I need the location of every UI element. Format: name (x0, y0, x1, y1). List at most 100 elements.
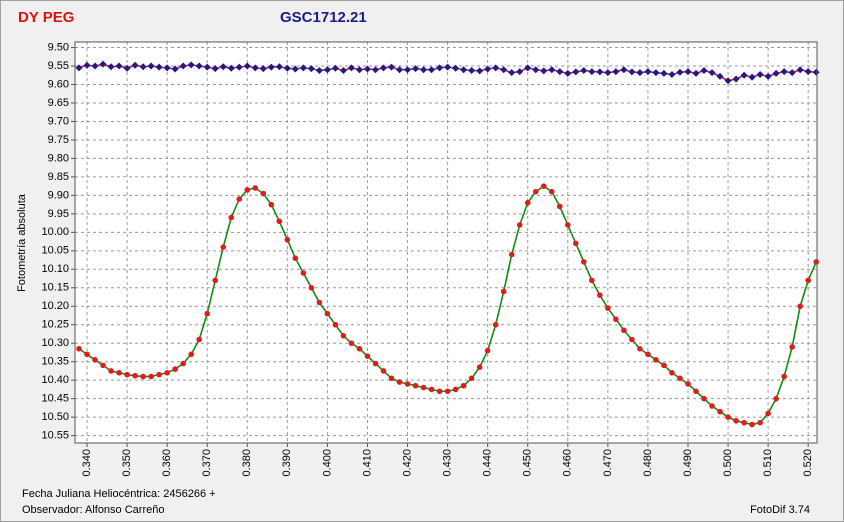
data-point (171, 65, 179, 73)
data-point (227, 64, 235, 72)
data-point (283, 64, 291, 72)
data-point (693, 388, 699, 395)
data-point (132, 372, 138, 379)
y-tick-label: 9.70 (48, 115, 69, 127)
data-point (228, 214, 235, 221)
x-tick-label: 0.500 (722, 449, 734, 477)
data-point (701, 395, 707, 402)
x-tick-label: 0.360 (161, 449, 173, 477)
data-point (148, 373, 154, 380)
data-point (572, 68, 580, 76)
data-point (76, 345, 82, 352)
data-point (291, 65, 299, 73)
data-point (163, 64, 171, 72)
data-point (516, 68, 524, 76)
data-point (780, 68, 788, 76)
y-tick-label: 10.30 (41, 337, 69, 349)
data-point (773, 395, 779, 402)
data-point (805, 277, 811, 284)
data-point (275, 63, 283, 71)
data-point (740, 71, 748, 79)
data-point (108, 368, 114, 374)
x-tick-label: 0.510 (762, 449, 774, 477)
y-tick-label: 9.90 (48, 189, 69, 201)
data-point (412, 65, 420, 73)
data-point (107, 63, 115, 71)
data-point (355, 66, 363, 74)
data-point (243, 62, 251, 70)
data-point (436, 64, 444, 72)
data-point (708, 69, 716, 77)
data-point (75, 64, 83, 72)
y-tick-label: 9.65 (48, 97, 69, 109)
data-point (508, 251, 515, 258)
data-point (476, 364, 483, 371)
data-point (788, 69, 796, 77)
data-point (668, 71, 676, 79)
data-point (709, 403, 715, 409)
comparison-name: GSC1712.21 (280, 9, 367, 26)
data-point (676, 68, 684, 76)
x-tick-label: 0.380 (241, 449, 253, 477)
data-point (732, 75, 740, 83)
y-tick-label: 10.50 (41, 411, 69, 423)
data-point (692, 69, 700, 77)
y-tick-label: 10.20 (41, 300, 69, 312)
data-point (500, 288, 507, 295)
data-point (172, 366, 178, 372)
data-point (813, 259, 819, 265)
plot-border (74, 41, 818, 444)
data-point (749, 421, 755, 428)
data-point (716, 72, 724, 80)
data-point (605, 305, 611, 311)
data-point (700, 66, 708, 74)
data-point (115, 62, 123, 70)
y-tick-label: 9.55 (48, 60, 69, 72)
data-point (212, 277, 219, 284)
y-tick-label: 9.50 (48, 41, 69, 53)
data-point (644, 68, 652, 76)
data-point (300, 270, 307, 276)
data-point (596, 68, 604, 76)
data-point (492, 321, 499, 328)
data-point (580, 66, 588, 74)
y-tick-label: 10.15 (41, 282, 69, 294)
data-point (195, 62, 203, 70)
x-tick-label: 0.390 (281, 449, 293, 477)
data-point (756, 71, 764, 79)
data-point (155, 63, 163, 71)
data-point (116, 369, 122, 376)
data-point (388, 375, 395, 382)
data-point (140, 373, 146, 380)
data-point (388, 63, 396, 71)
y-tick-label: 10.35 (41, 356, 69, 368)
data-point (573, 240, 579, 247)
data-point (797, 303, 803, 310)
data-point (604, 69, 612, 77)
data-point (179, 62, 187, 70)
data-point (196, 336, 203, 343)
data-point (219, 63, 227, 71)
software: FotoDif 3.74 (750, 504, 810, 516)
data-point (156, 371, 162, 378)
data-point (548, 66, 556, 74)
data-point (652, 69, 660, 77)
x-tick-label: 0.400 (321, 449, 333, 477)
data-point (307, 65, 315, 73)
y-tick-label: 9.60 (48, 78, 69, 90)
data-point (348, 340, 355, 347)
data-point (661, 362, 667, 369)
data-point (396, 379, 403, 385)
data-point (669, 369, 675, 376)
data-point (789, 344, 795, 350)
x-note: Fecha Juliana Heliocéntrica: 2456266 + (22, 488, 216, 500)
x-tick-label: 0.520 (802, 449, 814, 477)
x-tick-label: 0.480 (642, 449, 654, 477)
data-point (396, 66, 404, 74)
data-point (460, 382, 467, 389)
data-point (371, 66, 379, 74)
data-point (653, 357, 659, 363)
data-point (532, 66, 540, 74)
y-tick-label: 10.10 (41, 263, 69, 275)
data-point (420, 384, 427, 391)
